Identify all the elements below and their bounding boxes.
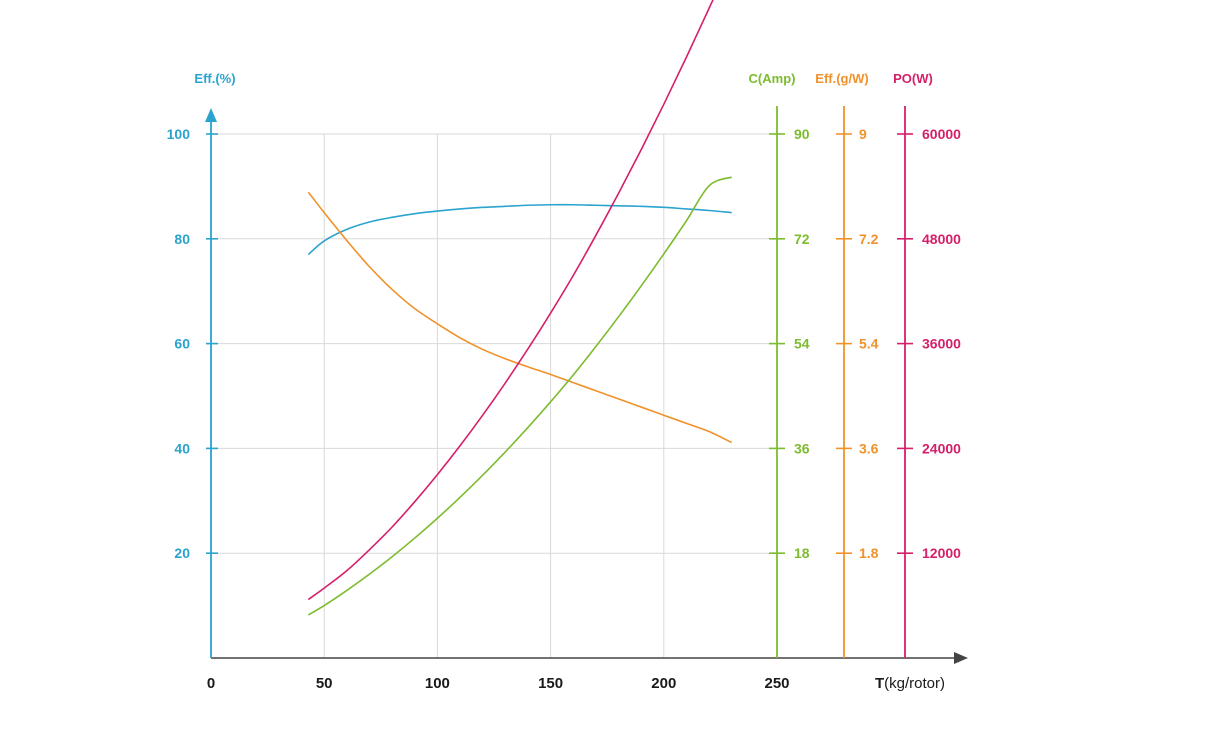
current-axis-tick-label: 18 <box>794 545 810 561</box>
x-axis-title-bold: T <box>875 675 884 692</box>
eff_gw-axis-tick-label: 1.8 <box>859 545 879 561</box>
eff_gw-axis-tick-label: 5.4 <box>859 336 879 352</box>
left-axis-tick-label: 20 <box>174 545 190 561</box>
eff_gw-axis-tick-label: 3.6 <box>859 440 879 456</box>
power-axis-tick-label: 48000 <box>922 231 961 247</box>
axes <box>205 106 968 664</box>
eff_gw-axis-tick-label: 7.2 <box>859 231 879 247</box>
eff_gw-axis-tick-label: 9 <box>859 126 867 142</box>
series-eff_pct-line <box>307 203 732 256</box>
left-axis-tick-label: 80 <box>174 231 190 247</box>
curves <box>307 0 733 616</box>
x-tick-label: 0 <box>207 675 215 692</box>
axis-labels: T(kg/rotor) 0 50 100 150 200 250 Eff.(%) 20 40 60… <box>167 71 962 692</box>
series-eff_gw-line <box>307 191 733 444</box>
series-power-line <box>307 0 714 601</box>
current-axis-tick-label: 36 <box>794 440 810 456</box>
series-current-line <box>307 176 733 616</box>
left-axis-arrow-icon <box>205 108 217 122</box>
x-axis-title-unit: (kg/rotor) <box>884 675 945 692</box>
x-tick-label: 150 <box>538 675 563 692</box>
left-axis-tick-label: 100 <box>167 126 191 142</box>
x-tick-label: 100 <box>425 675 450 692</box>
x-axis-arrow-icon <box>954 652 968 664</box>
eff_gw-axis-title: Eff.(g/W) <box>815 71 868 86</box>
current-axis-tick-label: 54 <box>794 336 810 352</box>
power-axis-tick-label: 36000 <box>922 336 961 352</box>
grid-lines <box>211 133 777 658</box>
x-tick-label: 250 <box>764 675 789 692</box>
power-axis-tick-label: 12000 <box>922 545 961 561</box>
x-axis-title: T(kg/rotor) <box>875 675 945 692</box>
left-axis-tick-label: 60 <box>174 336 190 352</box>
power-axis-title: PO(W) <box>893 71 933 86</box>
power-axis-tick-label: 24000 <box>922 440 961 456</box>
x-tick-label: 50 <box>316 675 333 692</box>
current-axis-title: C(Amp) <box>749 71 796 86</box>
x-tick-label: 200 <box>651 675 676 692</box>
current-axis-tick-label: 90 <box>794 126 810 142</box>
left-axis-title: Eff.(%) <box>194 71 235 86</box>
left-axis-tick-label: 40 <box>174 440 190 456</box>
power-axis-tick-label: 60000 <box>922 126 961 142</box>
current-axis-tick-label: 72 <box>794 231 810 247</box>
